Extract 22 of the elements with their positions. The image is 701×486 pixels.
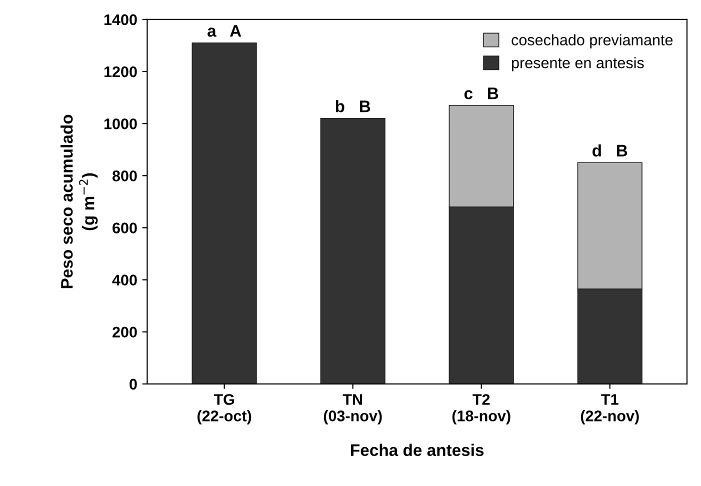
x-tick-label: T1 (22-nov) <box>580 394 639 424</box>
y-tick-label: 400 <box>112 274 137 286</box>
x-tick-label: TG (22-oct) <box>198 394 252 424</box>
y-tick-label: 800 <box>112 170 137 182</box>
y-tick-label: 1200 <box>104 66 137 78</box>
y-tick-label: 0 <box>130 378 137 390</box>
annotation: d B <box>592 144 628 157</box>
legend-label: cosechado previamante <box>512 34 673 48</box>
y-axis-title: Peso seco acumulado (g m$^{−2}$) <box>60 114 98 288</box>
annotation: a A <box>208 25 242 37</box>
bar <box>192 42 257 384</box>
y-tick-label: 200 <box>112 326 137 338</box>
annotation: b B <box>336 100 370 112</box>
annotation: c B <box>464 88 498 100</box>
legend-label: presente en antesis <box>512 57 644 72</box>
x-tick-label: T2 (18-nov) <box>452 394 510 424</box>
y-tick-label: 1400 <box>104 14 137 26</box>
y-tick-label: 600 <box>112 222 137 234</box>
bar <box>320 118 386 384</box>
y-tick-label: 1000 <box>104 118 137 130</box>
x-tick-label: TN (03-nov) <box>324 394 382 424</box>
x-axis-title: Fecha de antesis <box>351 444 484 456</box>
